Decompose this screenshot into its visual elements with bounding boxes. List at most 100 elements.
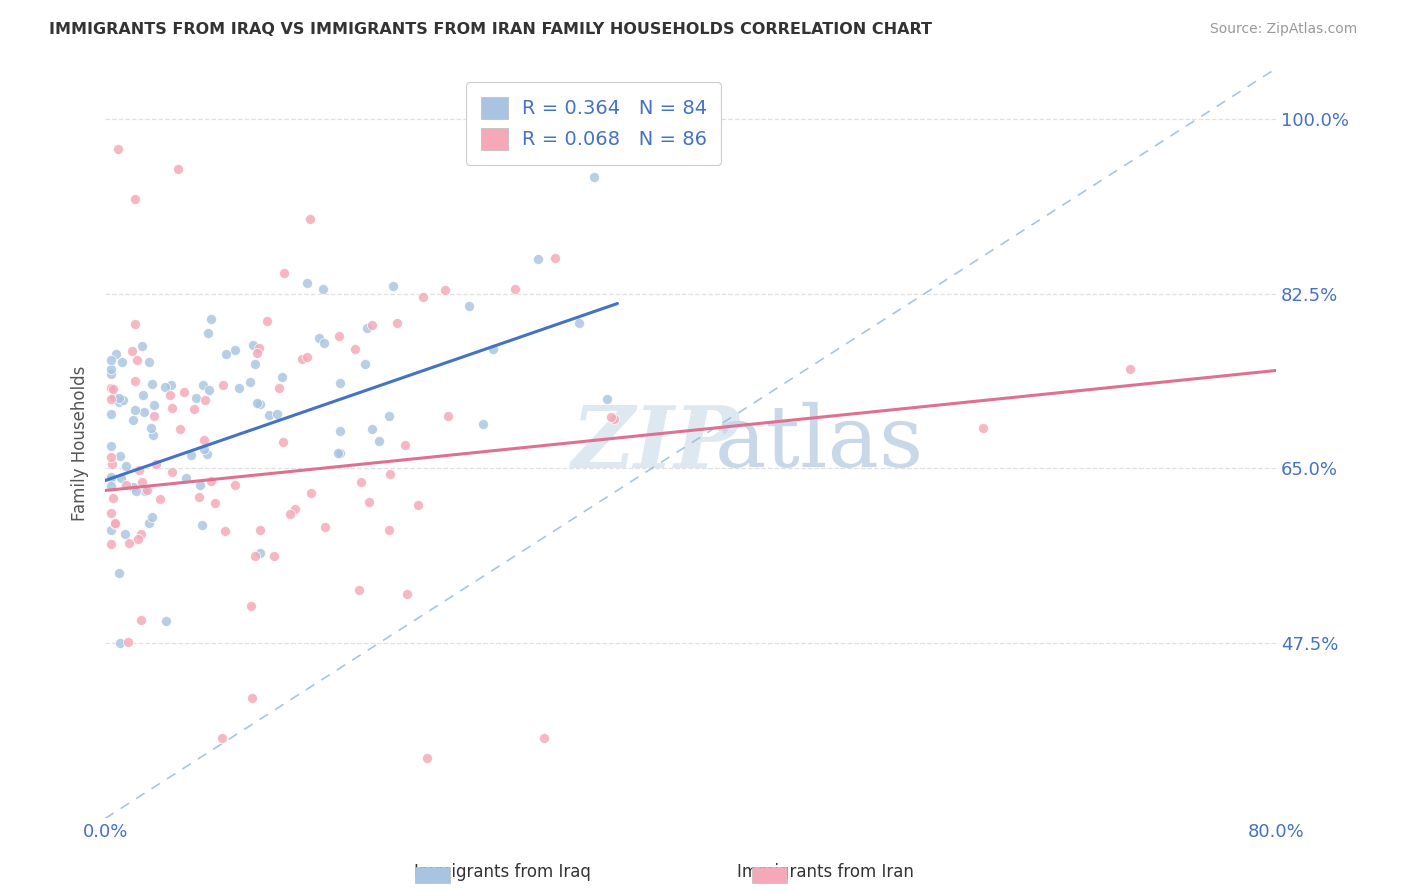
Point [204, 496, 226, 510]
Point [141, 510, 163, 524]
Point [100, 367, 122, 381]
Point [582, 169, 605, 184]
Point [108, 450, 131, 464]
Point [100, 450, 122, 464]
Point [249, 523, 271, 537]
Point [122, 480, 145, 494]
Point [134, 484, 156, 499]
Point [284, 502, 307, 516]
Text: atlas: atlas [714, 402, 924, 485]
Point [155, 614, 177, 628]
Point [122, 413, 145, 427]
Point [193, 442, 215, 456]
Point [131, 339, 153, 353]
Point [437, 409, 460, 423]
Point [149, 491, 172, 506]
Point [211, 731, 233, 746]
Point [214, 524, 236, 538]
Point [143, 409, 166, 424]
Point [125, 352, 148, 367]
Point [360, 422, 382, 436]
Point [131, 475, 153, 489]
Point [188, 478, 211, 492]
Text: Immigrants from Iran: Immigrants from Iran [737, 863, 914, 881]
Point [114, 478, 136, 492]
Point [198, 383, 221, 397]
Point [112, 393, 135, 408]
Point [104, 516, 127, 531]
Point [124, 403, 146, 417]
Point [395, 587, 418, 601]
Point [599, 409, 621, 424]
Point [249, 397, 271, 411]
Point [180, 448, 202, 462]
Point [273, 266, 295, 280]
Point [299, 211, 322, 226]
Point [353, 357, 375, 371]
Point [224, 478, 246, 492]
Point [183, 402, 205, 417]
Point [240, 691, 263, 706]
Point [193, 378, 215, 392]
Point [472, 417, 495, 431]
Point [357, 495, 380, 509]
Point [212, 378, 235, 392]
Point [527, 252, 550, 266]
Point [117, 635, 139, 649]
Point [173, 385, 195, 400]
Point [128, 463, 150, 477]
Point [378, 409, 401, 424]
Point [385, 316, 408, 330]
Point [299, 486, 322, 500]
Point [143, 398, 166, 412]
Point [132, 388, 155, 402]
Point [215, 347, 238, 361]
Point [100, 381, 122, 395]
Point [200, 312, 222, 326]
Point [125, 484, 148, 499]
Point [115, 458, 138, 473]
Text: IMMIGRANTS FROM IRAQ VS IMMIGRANTS FROM IRAN FAMILY HOUSEHOLDS CORRELATION CHART: IMMIGRANTS FROM IRAQ VS IMMIGRANTS FROM … [49, 22, 932, 37]
Point [291, 351, 314, 366]
Point [416, 751, 439, 765]
Point [124, 374, 146, 388]
Point [141, 428, 163, 442]
Point [100, 479, 122, 493]
Point [350, 475, 373, 489]
Legend: R = 0.364   N = 84, R = 0.068   N = 86: R = 0.364 N = 84, R = 0.068 N = 86 [467, 82, 721, 165]
Point [239, 375, 262, 389]
Point [160, 466, 183, 480]
Point [145, 457, 167, 471]
Point [100, 439, 122, 453]
Point [118, 536, 141, 550]
Point [159, 387, 181, 401]
Point [263, 549, 285, 563]
Point [361, 318, 384, 333]
Point [596, 392, 619, 406]
Y-axis label: Family Households: Family Households [72, 366, 89, 521]
Point [344, 342, 367, 356]
Point [378, 523, 401, 537]
Point [159, 378, 181, 392]
Point [174, 470, 197, 484]
Point [138, 516, 160, 530]
Point [169, 422, 191, 436]
Point [136, 483, 159, 497]
Point [603, 412, 626, 426]
Point [249, 546, 271, 560]
Text: Source: ZipAtlas.com: Source: ZipAtlas.com [1209, 22, 1357, 37]
Point [104, 516, 127, 531]
Point [111, 355, 134, 369]
Text: ZIP: ZIP [571, 401, 740, 485]
Point [127, 532, 149, 546]
Point [329, 446, 352, 460]
Point [197, 447, 219, 461]
Point [240, 599, 263, 613]
Point [107, 391, 129, 405]
Point [100, 523, 122, 537]
Point [270, 369, 292, 384]
Point [139, 421, 162, 435]
Point [124, 318, 146, 332]
Point [224, 343, 246, 357]
Point [257, 409, 280, 423]
